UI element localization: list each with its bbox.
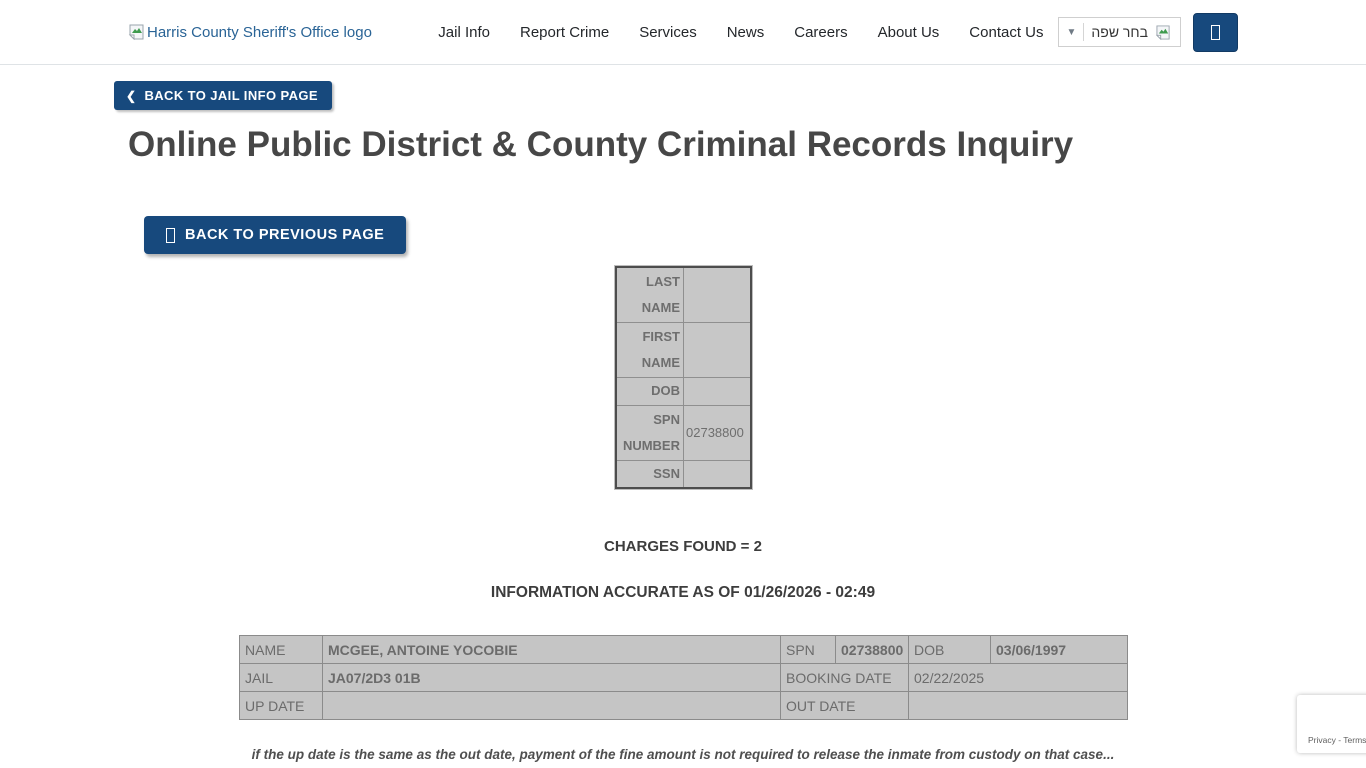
table-row: FIRST NAME xyxy=(615,321,751,378)
nav-contact-us[interactable]: Contact Us xyxy=(969,23,1044,41)
search-criteria-section: LAST NAME FIRST NAME DOB SPN NUMBER 0273… xyxy=(0,265,1366,490)
last-name-label: LAST NAME xyxy=(615,266,684,323)
header-search-button[interactable] xyxy=(1193,12,1238,52)
dob-value xyxy=(683,376,751,406)
back-to-previous-label: BACK TO PREVIOUS PAGE xyxy=(185,227,385,243)
nav-about-us[interactable]: About Us xyxy=(877,23,940,41)
spn-value: 02738800 xyxy=(835,635,909,664)
out-date-label: OUT DATE xyxy=(780,691,909,720)
jail-label: JAIL xyxy=(239,663,323,692)
search-criteria-table: LAST NAME FIRST NAME DOB SPN NUMBER 0273… xyxy=(613,265,753,490)
charges-found-text: CHARGES FOUND = 2 xyxy=(604,538,762,555)
up-date-label: UP DATE xyxy=(239,691,323,720)
ssn-value xyxy=(683,459,751,489)
chevron-down-icon: ▼ xyxy=(1066,26,1077,38)
table-row: JAIL JA07/2D3 01B BOOKING DATE 02/22/202… xyxy=(239,663,1128,692)
inmate-name-value: MCGEE, ANTOINE YOCOBIE xyxy=(322,635,781,664)
nav-news[interactable]: News xyxy=(726,23,765,41)
back-to-jail-info-button[interactable]: ❮ BACK TO JAIL INFO PAGE xyxy=(114,81,332,110)
back-to-jail-info-label: BACK TO JAIL INFO PAGE xyxy=(144,88,318,103)
table-row: LAST NAME xyxy=(615,266,751,323)
chevron-left-icon: ❮ xyxy=(126,88,137,103)
out-date-value xyxy=(908,691,1128,720)
information-accurate-text: INFORMATION ACCURATE AS OF 01/26/2026 - … xyxy=(490,584,876,601)
table-row: SSN xyxy=(615,459,751,489)
dob-value: 03/06/1997 xyxy=(990,635,1128,664)
nav-services[interactable]: Services xyxy=(639,23,697,41)
broken-image-icon xyxy=(1155,24,1170,40)
last-name-value xyxy=(683,266,751,323)
broken-image-icon xyxy=(128,24,144,40)
table-row: SPN NUMBER 02738800 xyxy=(615,404,751,461)
dob-label: DOB xyxy=(615,376,684,406)
logo-alt-text: Harris County Sheriff's Office logo xyxy=(147,23,372,41)
nav-report-crime[interactable]: Report Crime xyxy=(520,23,610,41)
table-row: UP DATE OUT DATE xyxy=(239,691,1128,720)
up-date-disclaimer-text: if the up date is the same as the out da… xyxy=(251,747,1115,762)
spn-number-value: 02738800 xyxy=(683,404,751,461)
divider xyxy=(1083,23,1085,41)
first-name-label: FIRST NAME xyxy=(615,321,684,378)
site-logo-link[interactable]: Harris County Sheriff's Office logo xyxy=(128,24,372,41)
missing-glyph-icon xyxy=(1211,24,1220,40)
up-date-value xyxy=(322,691,781,720)
main-content: ❮ BACK TO JAIL INFO PAGE Online Public D… xyxy=(0,65,1366,762)
dob-label: DOB xyxy=(908,635,991,664)
name-label: NAME xyxy=(239,635,323,664)
page-title: Online Public District & County Criminal… xyxy=(128,125,1074,164)
inmate-record-table: NAME MCGEE, ANTOINE YOCOBIE SPN 02738800… xyxy=(239,635,1128,720)
ssn-label: SSN xyxy=(615,459,684,489)
missing-glyph-icon xyxy=(166,227,175,243)
spn-label: SPN xyxy=(780,635,836,664)
table-row: NAME MCGEE, ANTOINE YOCOBIE SPN 02738800… xyxy=(239,635,1128,664)
back-to-previous-page-button[interactable]: BACK TO PREVIOUS PAGE xyxy=(144,216,407,254)
main-nav: Jail Info Report Crime Services News Car… xyxy=(438,24,1043,41)
first-name-value xyxy=(683,321,751,378)
spn-number-label: SPN NUMBER xyxy=(615,404,684,461)
recaptcha-badge[interactable]: Privacy - Terms xyxy=(1297,695,1366,753)
recaptcha-privacy-terms: Privacy - Terms xyxy=(1308,735,1366,745)
booking-date-label: BOOKING DATE xyxy=(780,663,909,692)
nav-careers[interactable]: Careers xyxy=(794,23,848,41)
language-selector-label: בחר שפה xyxy=(1091,24,1148,40)
table-row: DOB xyxy=(615,376,751,406)
nav-jail-info[interactable]: Jail Info xyxy=(438,23,490,41)
site-header: Harris County Sheriff's Office logo Jail… xyxy=(0,0,1366,65)
language-selector[interactable]: ▼ בחר שפה xyxy=(1057,17,1181,47)
booking-date-value: 02/22/2025 xyxy=(908,663,1128,692)
jail-cell-link[interactable]: JA07/2D3 01B xyxy=(322,663,781,692)
